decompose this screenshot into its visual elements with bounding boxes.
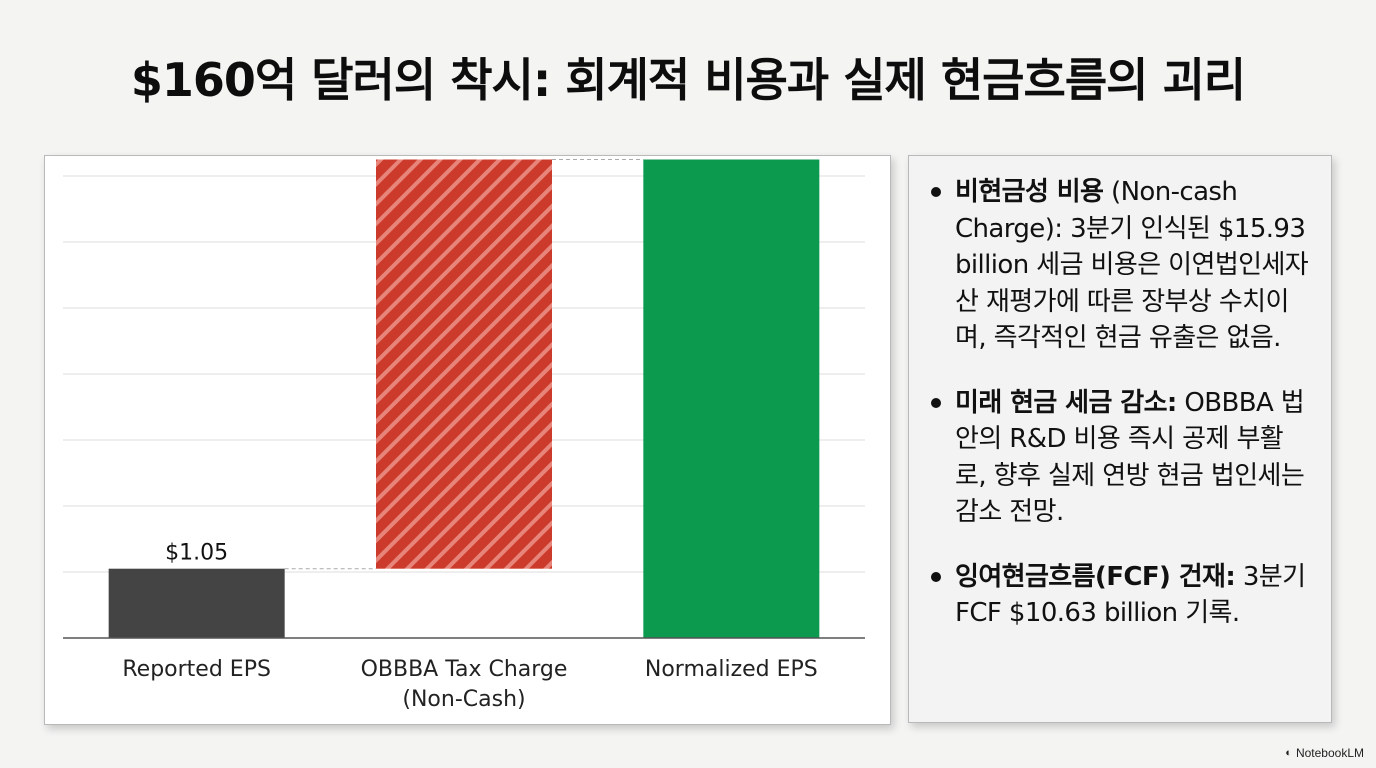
bar [643, 159, 820, 638]
note-text: (Non-cash Charge): 3분기 인식된 $15.93 billio… [955, 177, 1309, 353]
notebooklm-logo-icon: ◐ [1285, 747, 1292, 759]
tick-label: Normalized EPS [645, 657, 818, 682]
page-title: $160억 달러의 착시: 회계적 비용과 실제 현금흐름의 괴리 [130, 53, 1246, 107]
x-axis: Reported EPS OBBBA Tax Charge (Non-Cash) No… [63, 637, 865, 712]
note-item: 미래 현금 세금 감소: OBBBA 법안의 R&D 비용 즉시 공제 부활로,… [927, 385, 1313, 531]
data-label: $7.25 [700, 156, 763, 157]
data-labels: $1.05 +$6.20 $7.25 [165, 156, 763, 566]
note-text: 3분기 FCF $10.63 billion 기록. [955, 561, 1306, 629]
brand-watermark: ◐ NotebookLM [1285, 746, 1364, 760]
notes-panel: 비현금성 비용 (Non-cash Charge): 3분기 인식된 $15.9… [908, 155, 1332, 723]
tick-label: Reported EPS [122, 657, 271, 682]
connectors [284, 159, 644, 570]
note-heading: 미래 현금 세금 감소: [955, 387, 1177, 418]
bar [376, 159, 552, 569]
bars [108, 159, 820, 638]
note-heading: 비현금성 비용 [955, 177, 1104, 207]
note-item: 비현금성 비용 (Non-cash Charge): 3분기 인식된 $15.9… [927, 174, 1313, 357]
note-text: OBBBA 법안의 R&D 비용 즉시 공제 부활로, 향후 실제 연방 현금 … [955, 387, 1305, 528]
bar [108, 568, 285, 638]
tick-label: (Non-Cash) [402, 687, 525, 712]
data-label: $1.05 [165, 541, 228, 566]
data-label: +$6.20 [423, 156, 504, 157]
note-item: 잉여현금흐름(FCF) 건재: 3분기 FCF $10.63 billion 기… [927, 559, 1313, 632]
brand-name: NotebookLM [1295, 746, 1364, 760]
tick-label: OBBBA Tax Charge [361, 657, 568, 682]
chart-canvas: $1.05 +$6.20 $7.25 Reported EPS OBBBA Tax C… [63, 156, 865, 712]
note-heading: 잉여현금흐름(FCF) 건재: [955, 561, 1236, 592]
eps-waterfall-chart: $1.05 +$6.20 $7.25 Reported EPS OBBBA Tax C… [44, 155, 891, 725]
